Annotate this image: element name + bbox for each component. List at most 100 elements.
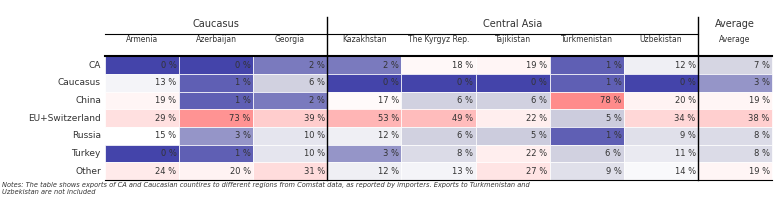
- FancyBboxPatch shape: [624, 127, 698, 145]
- Text: 5 %: 5 %: [532, 132, 547, 140]
- Text: 34 %: 34 %: [674, 114, 695, 123]
- Text: Caucasus: Caucasus: [192, 19, 240, 29]
- FancyBboxPatch shape: [549, 145, 624, 163]
- Text: 6 %: 6 %: [457, 96, 473, 105]
- FancyBboxPatch shape: [698, 74, 772, 92]
- Text: 22 %: 22 %: [526, 114, 547, 123]
- FancyBboxPatch shape: [179, 145, 253, 163]
- Text: 3 %: 3 %: [234, 132, 251, 140]
- Text: 49 %: 49 %: [452, 114, 473, 123]
- FancyBboxPatch shape: [105, 127, 179, 145]
- FancyBboxPatch shape: [253, 163, 327, 180]
- FancyBboxPatch shape: [476, 163, 549, 180]
- FancyBboxPatch shape: [624, 92, 698, 109]
- FancyBboxPatch shape: [476, 127, 549, 145]
- FancyBboxPatch shape: [327, 163, 401, 180]
- FancyBboxPatch shape: [549, 127, 624, 145]
- FancyBboxPatch shape: [549, 74, 624, 92]
- Text: EU+Switzerland: EU+Switzerland: [28, 114, 101, 123]
- FancyBboxPatch shape: [698, 56, 772, 74]
- Text: 3 %: 3 %: [383, 149, 399, 158]
- Text: 22 %: 22 %: [526, 149, 547, 158]
- FancyBboxPatch shape: [179, 163, 253, 180]
- FancyBboxPatch shape: [476, 56, 549, 74]
- FancyBboxPatch shape: [253, 145, 327, 163]
- Text: CA: CA: [88, 61, 101, 70]
- Text: 17 %: 17 %: [378, 96, 399, 105]
- Text: Uzbekistan: Uzbekistan: [639, 35, 682, 44]
- Text: 19 %: 19 %: [749, 96, 770, 105]
- Text: 18 %: 18 %: [452, 61, 473, 70]
- Text: Turkmenistan: Turkmenistan: [561, 35, 613, 44]
- Text: 0 %: 0 %: [680, 78, 695, 87]
- FancyBboxPatch shape: [624, 163, 698, 180]
- FancyBboxPatch shape: [105, 92, 179, 109]
- Text: The Kyrgyz Rep.: The Kyrgyz Rep.: [407, 35, 469, 44]
- Text: 2 %: 2 %: [309, 96, 325, 105]
- FancyBboxPatch shape: [327, 109, 401, 127]
- FancyBboxPatch shape: [401, 127, 476, 145]
- Text: Other: Other: [75, 167, 101, 176]
- FancyBboxPatch shape: [327, 56, 401, 74]
- FancyBboxPatch shape: [698, 109, 772, 127]
- FancyBboxPatch shape: [476, 74, 549, 92]
- Text: 12 %: 12 %: [378, 132, 399, 140]
- Text: 38 %: 38 %: [748, 114, 770, 123]
- FancyBboxPatch shape: [179, 92, 253, 109]
- FancyBboxPatch shape: [624, 74, 698, 92]
- Text: 6 %: 6 %: [457, 132, 473, 140]
- FancyBboxPatch shape: [401, 109, 476, 127]
- Text: 39 %: 39 %: [303, 114, 325, 123]
- FancyBboxPatch shape: [179, 74, 253, 92]
- Text: Georgia: Georgia: [275, 35, 305, 44]
- Text: 8 %: 8 %: [753, 149, 770, 158]
- Text: 8 %: 8 %: [753, 132, 770, 140]
- Text: 73 %: 73 %: [230, 114, 251, 123]
- FancyBboxPatch shape: [105, 56, 179, 74]
- Text: 1 %: 1 %: [235, 78, 251, 87]
- FancyBboxPatch shape: [179, 109, 253, 127]
- FancyBboxPatch shape: [253, 56, 327, 74]
- Text: 78 %: 78 %: [600, 96, 622, 105]
- Text: 1 %: 1 %: [605, 78, 622, 87]
- Text: 29 %: 29 %: [155, 114, 177, 123]
- Text: 11 %: 11 %: [674, 149, 695, 158]
- FancyBboxPatch shape: [105, 163, 179, 180]
- Text: 0 %: 0 %: [161, 61, 177, 70]
- Text: 1 %: 1 %: [235, 96, 251, 105]
- Text: 0 %: 0 %: [383, 78, 399, 87]
- FancyBboxPatch shape: [549, 109, 624, 127]
- Text: 19 %: 19 %: [526, 61, 547, 70]
- FancyBboxPatch shape: [549, 92, 624, 109]
- FancyBboxPatch shape: [476, 145, 549, 163]
- Text: Azerbaijan: Azerbaijan: [196, 35, 237, 44]
- Text: 0 %: 0 %: [161, 149, 177, 158]
- Text: 1 %: 1 %: [605, 61, 622, 70]
- Text: 9 %: 9 %: [680, 132, 695, 140]
- Text: Central Asia: Central Asia: [483, 19, 542, 29]
- FancyBboxPatch shape: [105, 74, 179, 92]
- FancyBboxPatch shape: [549, 163, 624, 180]
- FancyBboxPatch shape: [549, 56, 624, 74]
- Text: 6 %: 6 %: [605, 149, 622, 158]
- Text: 20 %: 20 %: [674, 96, 695, 105]
- Text: 12 %: 12 %: [674, 61, 695, 70]
- Text: 0 %: 0 %: [457, 78, 473, 87]
- Text: Caucasus: Caucasus: [58, 78, 101, 87]
- FancyBboxPatch shape: [105, 145, 179, 163]
- Text: 12 %: 12 %: [378, 167, 399, 176]
- FancyBboxPatch shape: [253, 74, 327, 92]
- Text: 8 %: 8 %: [457, 149, 473, 158]
- FancyBboxPatch shape: [476, 92, 549, 109]
- Text: 0 %: 0 %: [235, 61, 251, 70]
- FancyBboxPatch shape: [698, 163, 772, 180]
- FancyBboxPatch shape: [327, 145, 401, 163]
- Text: 27 %: 27 %: [526, 167, 547, 176]
- Text: Kazakhstan: Kazakhstan: [342, 35, 386, 44]
- Text: 6 %: 6 %: [532, 96, 547, 105]
- Text: 13 %: 13 %: [452, 167, 473, 176]
- FancyBboxPatch shape: [401, 56, 476, 74]
- FancyBboxPatch shape: [401, 92, 476, 109]
- FancyBboxPatch shape: [327, 127, 401, 145]
- FancyBboxPatch shape: [698, 127, 772, 145]
